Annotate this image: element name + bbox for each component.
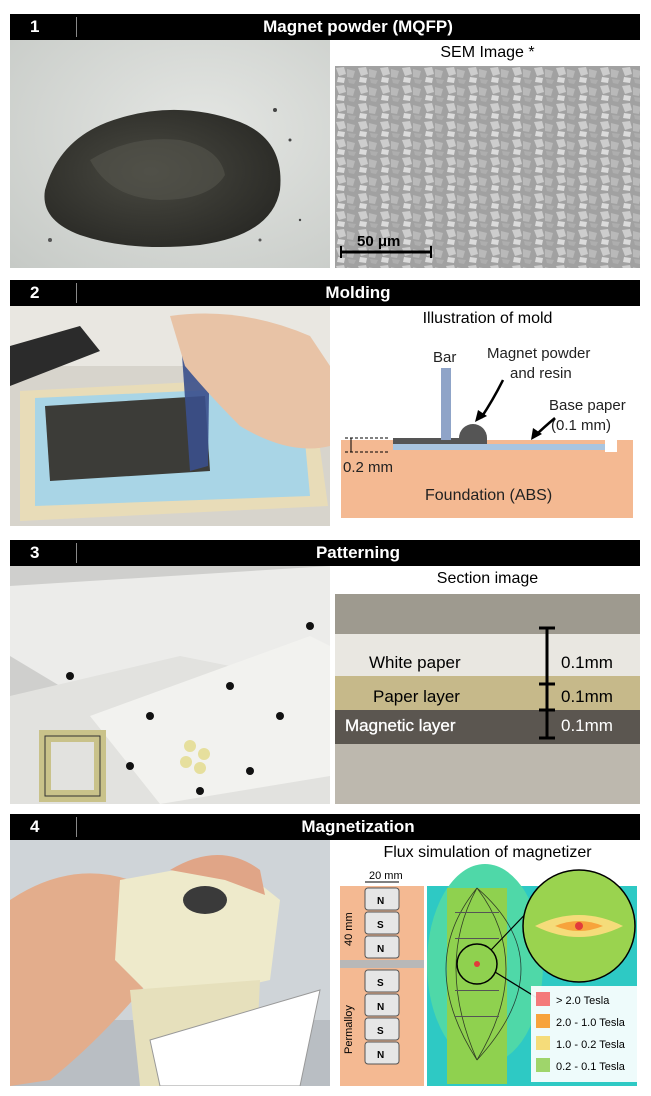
legend-swatch [536, 1036, 550, 1050]
pole-label: N [377, 1002, 384, 1013]
foundation-block [341, 440, 633, 518]
layer-thickness: 0.1mm [561, 687, 613, 706]
scale-bar-label: 50 μm [357, 233, 400, 250]
bar-shape [441, 368, 451, 440]
base-paper-label-2: (0.1 mm) [551, 417, 611, 434]
layer-thickness: 0.1mm [561, 716, 613, 735]
powder-label-2: and resin [510, 365, 572, 382]
tesla-legend: > 2.0 Tesla 2.0 - 1.0 Tesla 1.0 - 0.2 Te… [531, 986, 637, 1082]
section-image-caption: Section image [436, 570, 539, 587]
base-paper [393, 444, 605, 450]
legend-swatch [536, 1014, 550, 1028]
legend-item: 0.2 - 0.1 Tesla [556, 1061, 626, 1073]
pole-label: S [377, 978, 384, 989]
width-label: 20 mm [369, 870, 403, 882]
legend-swatch [536, 992, 550, 1006]
pole-label: N [377, 896, 384, 907]
flux-caption: Flux simulation of magnetizer [383, 844, 592, 861]
section-header-1: 1 Magnet powder (MQFP) [10, 14, 640, 40]
mold-caption: Illustration of mold [422, 310, 553, 327]
pole-label: N [377, 944, 384, 955]
section-image: White paper 0.1mm Paper layer 0.1mm Magn… [335, 594, 640, 804]
sem-image: 50 μm [335, 66, 640, 268]
header-divider [76, 17, 77, 37]
legend-item: 2.0 - 1.0 Tesla [556, 1017, 626, 1029]
section-header-4: 4 Magnetization [10, 814, 640, 840]
layer-name: Magnetic layer [345, 716, 456, 735]
legend-item: > 2.0 Tesla [556, 995, 610, 1007]
base-paper-label: Base paper [549, 397, 626, 414]
height-label: 40 mm [343, 912, 355, 946]
layer-name: Paper layer [373, 687, 460, 706]
pole-label: S [377, 1026, 384, 1037]
header-divider [76, 817, 77, 837]
section-number: 4 [30, 817, 40, 836]
patterning-photo [10, 566, 330, 804]
section-title: Magnet powder (MQFP) [263, 17, 453, 36]
mold-illustration: Bar Magnet powder and resin Base paper (… [335, 330, 640, 526]
legend-swatch [536, 1058, 550, 1072]
bar-label: Bar [433, 349, 456, 366]
foundation-label: Foundation (ABS) [425, 487, 552, 504]
powder-layer [393, 438, 463, 444]
molding-photo [10, 306, 330, 526]
section-header-2: 2 Molding [10, 280, 640, 306]
legend-item: 1.0 - 0.2 Tesla [556, 1039, 626, 1051]
permalloy-label: Permalloy [343, 1005, 355, 1054]
section-number: 2 [30, 283, 40, 302]
section-title: Patterning [315, 543, 401, 562]
sem-caption: SEM Image * [440, 44, 535, 61]
header-divider [76, 283, 77, 303]
magnet-powder-photo [10, 40, 330, 268]
pole-label: S [377, 920, 384, 931]
flux-simulation: N S N S N S N 20 mm 40 mm Permalloy [335, 864, 640, 1086]
powder-resin-blob [459, 424, 487, 444]
magnetization-photo [10, 840, 330, 1086]
section-title: Magnetization [301, 817, 415, 836]
powder-label: Magnet powder [487, 345, 590, 362]
header-divider [76, 543, 77, 563]
section-header-3: 3 Patterning [10, 540, 640, 566]
thickness-label: 0.2 mm [343, 459, 393, 476]
section-title: Molding [325, 283, 391, 302]
section-number: 3 [30, 543, 40, 562]
section-number: 1 [30, 17, 40, 36]
pole-label: N [377, 1050, 384, 1061]
layer-name: White paper [369, 653, 461, 672]
layer-thickness: 0.1mm [561, 653, 613, 672]
